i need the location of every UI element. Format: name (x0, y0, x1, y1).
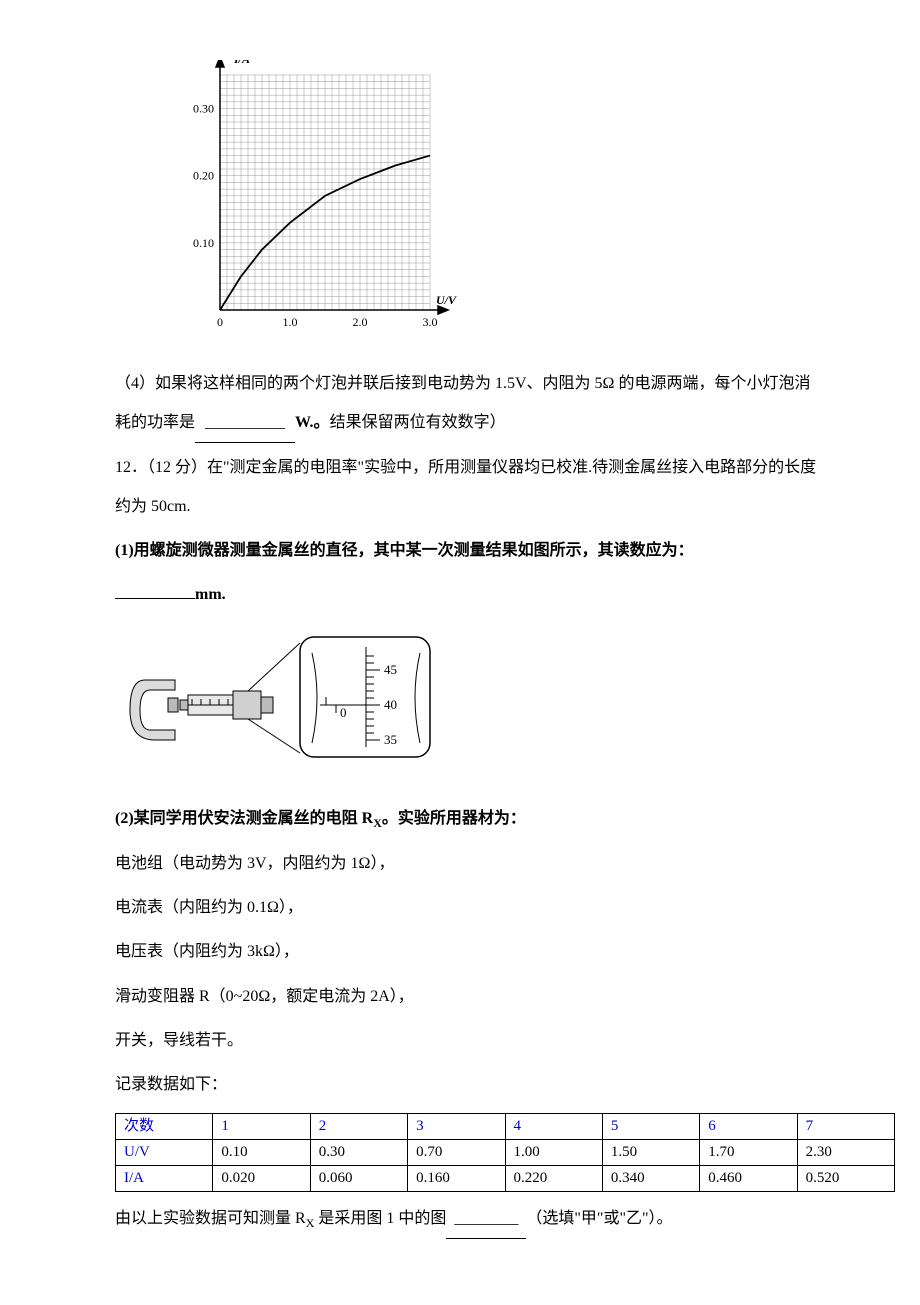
table-cell: 0.340 (602, 1165, 699, 1191)
svg-text:45: 45 (384, 662, 397, 677)
micrometer-svg: 0 35 40 45 (120, 625, 440, 765)
part-1-blank (115, 598, 195, 599)
table-col-4: 4 (505, 1113, 602, 1139)
iv-chart: 0 1.0 2.0 3.0 0.10 0.20 0.30 I/A U/V (165, 60, 820, 355)
svg-text:1.0: 1.0 (283, 315, 298, 329)
table-cell: 0.220 (505, 1165, 602, 1191)
q4-suffix: 结果保留两位有效数字） (330, 414, 506, 431)
question-12-head: 12．（12 分）在"测定金属的电阻率"实验中，所用测量仪器均已校准.待测金属丝… (115, 449, 820, 526)
item-switch: 开关，导线若干。 (115, 1022, 820, 1060)
table-col-7: 7 (797, 1113, 894, 1139)
concl-suffix: （选填"甲"或"乙"）。 (526, 1210, 672, 1227)
conclusion: 由以上实验数据可知测量 RX 是采用图 1 中的图________（选填"甲"或… (115, 1200, 820, 1239)
q4-blank: __________ (195, 404, 295, 443)
table-cell: 0.30 (310, 1139, 407, 1165)
concl-blank: ________ (446, 1200, 526, 1239)
svg-text:0.30: 0.30 (193, 102, 214, 116)
svg-text:0: 0 (217, 315, 223, 329)
data-table: 次数1234567U/V0.100.300.701.001.501.702.30… (115, 1113, 895, 1192)
table-cell: I/A (116, 1165, 213, 1191)
table-cell: 0.10 (213, 1139, 310, 1165)
svg-text:2.0: 2.0 (353, 315, 368, 329)
table-col-1: 1 (213, 1113, 310, 1139)
q4-unit: W.。 (295, 414, 330, 431)
table-cell: 0.060 (310, 1165, 407, 1191)
item-battery: 电池组（电动势为 3V，内阻约为 1Ω）， (115, 845, 820, 883)
table-cell: 1.00 (505, 1139, 602, 1165)
table-cell: 0.520 (797, 1165, 894, 1191)
table-row: I/A0.0200.0600.1600.2200.3400.4600.520 (116, 1165, 895, 1191)
svg-text:40: 40 (384, 697, 397, 712)
table-cell: 0.160 (408, 1165, 505, 1191)
table-col-5: 5 (602, 1113, 699, 1139)
part-1-unit: mm. (115, 576, 820, 614)
table-cell: 2.30 (797, 1139, 894, 1165)
table-col-0: 次数 (116, 1113, 213, 1139)
item-ammeter: 电流表（内阻约为 0.1Ω）， (115, 889, 820, 927)
table-row: U/V0.100.300.701.001.501.702.30 (116, 1139, 895, 1165)
micrometer-figure: 0 35 40 45 (120, 625, 820, 780)
iv-chart-svg: 0 1.0 2.0 3.0 0.10 0.20 0.30 I/A U/V (165, 60, 465, 340)
concl-prefix: 由以上实验数据可知测量 R (115, 1210, 306, 1227)
table-cell: 1.70 (700, 1139, 797, 1165)
p2-intro-tail: 。实验所用器材为： (382, 810, 526, 827)
svg-text:0.20: 0.20 (193, 169, 214, 183)
part-1-unit-label: mm. (195, 586, 226, 603)
table-col-2: 2 (310, 1113, 407, 1139)
record-label: 记录数据如下： (115, 1066, 820, 1104)
table-col-3: 3 (408, 1113, 505, 1139)
svg-text:I/A: I/A (233, 60, 250, 66)
table-col-6: 6 (700, 1113, 797, 1139)
svg-text:0.10: 0.10 (193, 236, 214, 250)
item-rheostat: 滑动变阻器 R（0~20Ω，额定电流为 2A）， (115, 978, 820, 1016)
table-cell: U/V (116, 1139, 213, 1165)
table-cell: 0.70 (408, 1139, 505, 1165)
svg-text:35: 35 (384, 732, 397, 747)
svg-text:U/V: U/V (436, 293, 457, 307)
table-cell: 0.460 (700, 1165, 797, 1191)
concl-mid: 是采用图 1 中的图 (314, 1210, 446, 1227)
question-4: （4）如果将这样相同的两个灯泡并联后接到电动势为 1.5V、内阻为 5Ω 的电源… (115, 365, 820, 443)
p2-intro-sub: X (373, 816, 382, 830)
svg-text:0: 0 (340, 705, 347, 720)
svg-text:3.0: 3.0 (423, 315, 438, 329)
item-voltmeter: 电压表（内阻约为 3kΩ）， (115, 933, 820, 971)
p2-intro-a: (2)某同学用伏安法测金属丝的电阻 R (115, 810, 373, 827)
part-2-intro: (2)某同学用伏安法测金属丝的电阻 RX。实验所用器材为： (115, 800, 820, 838)
part-1-text: (1)用螺旋测微器测量金属丝的直径，其中某一次测量结果如图所示，其读数应为： (115, 532, 820, 570)
table-cell: 0.020 (213, 1165, 310, 1191)
table-cell: 1.50 (602, 1139, 699, 1165)
